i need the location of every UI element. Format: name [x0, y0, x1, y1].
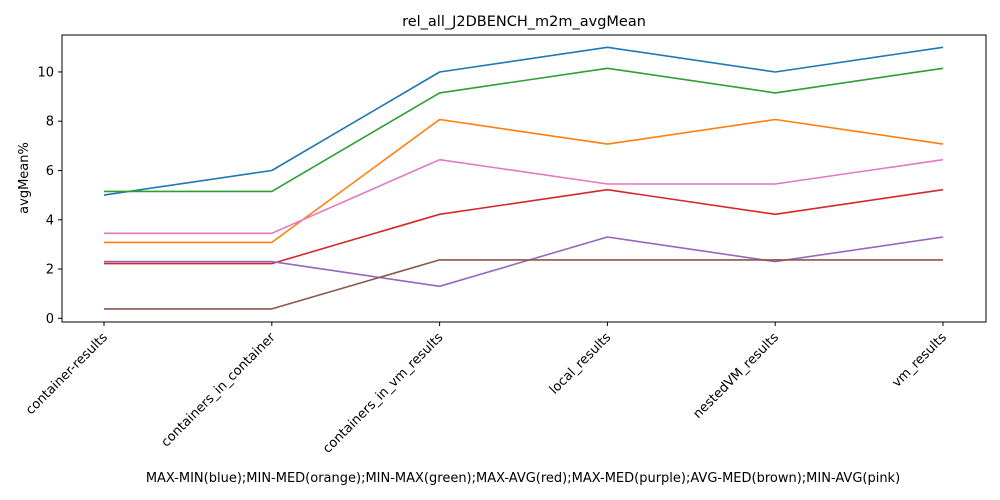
series-line-7 [104, 158, 944, 235]
series-line-6 [104, 259, 943, 310]
y-axis: 0 2 4 6 8 10 [37, 65, 62, 327]
x-tick-label: containers_in_container [159, 330, 280, 451]
x-tick-label: local_results [547, 330, 615, 398]
x-tick-label: container-results [23, 330, 111, 418]
series-line-2 [104, 118, 944, 244]
plot-area-frame [61, 34, 987, 323]
series-layer [103, 46, 944, 310]
y-axis-label: avgMean% [17, 142, 32, 214]
y-tick-label: 6 [46, 164, 54, 179]
series-line-1 [103, 46, 944, 196]
y-tick-label: 4 [46, 213, 54, 228]
y-tick-label: 0 [46, 312, 54, 327]
series-line-3 [104, 67, 944, 193]
x-axis-label: MAX-MIN(blue);MIN-MED(orange);MIN-MAX(gr… [146, 471, 900, 486]
x-axis: container-results containers_in_container… [23, 322, 950, 457]
y-tick-label: 8 [46, 115, 54, 130]
chart-title: rel_all_J2DBENCH_m2m_avgMean [402, 14, 646, 30]
x-tick-label: containers_in_vm_results [320, 330, 446, 456]
series-line-5 [104, 236, 944, 288]
y-tick-label: 10 [37, 65, 54, 80]
series-line-4 [104, 188, 944, 265]
x-tick-label: nestedVM_results [690, 330, 782, 422]
x-tick-label: vm_results [889, 330, 950, 391]
y-tick-label: 2 [46, 263, 54, 278]
